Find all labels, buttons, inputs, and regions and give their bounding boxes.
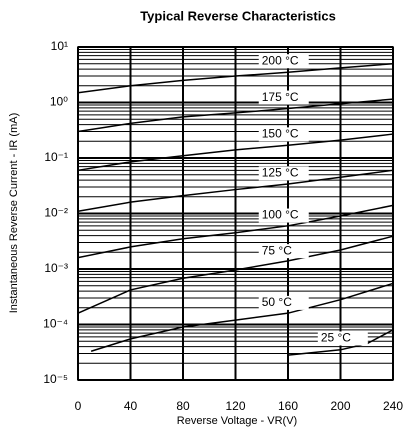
y-tick-label: 10⁻³: [44, 261, 68, 275]
series-line: [90, 282, 394, 352]
series-line: [77, 133, 394, 172]
label-background: [258, 295, 309, 310]
series-line: [77, 169, 394, 212]
series-label: 50 °C: [262, 295, 292, 309]
series-label: 100 °C: [262, 208, 299, 222]
label-background: [258, 90, 309, 105]
x-tick-label: 80: [176, 399, 190, 413]
x-tick-label: 40: [124, 399, 138, 413]
y-axis-label: Instantaneous Reverse Current - IR (mA): [8, 113, 20, 314]
label-background: [317, 331, 368, 346]
x-tick-label: 160: [278, 399, 298, 413]
series-line: [77, 204, 394, 259]
plot-frame: [77, 46, 394, 381]
y-tick-label: 10⁻²: [44, 206, 68, 220]
label-background: [258, 54, 309, 69]
series-label: 125 °C: [262, 166, 299, 180]
label-background: [258, 208, 309, 223]
series-label: 200 °C: [262, 53, 299, 67]
y-tick-label: 10⁰: [50, 95, 68, 109]
y-tick-label: 10¹: [51, 39, 68, 53]
series-line: [77, 235, 394, 314]
x-axis-label: Reverse Voltage - VR(V): [177, 415, 297, 427]
label-background: [258, 127, 309, 142]
series-line: [287, 329, 394, 356]
series-line: [77, 98, 394, 133]
label-background: [258, 166, 309, 181]
x-tick-label: 0: [75, 399, 82, 413]
series-label: 25 °C: [321, 331, 351, 345]
y-tick-label: 10⁻¹: [44, 150, 68, 164]
series-label: 150 °C: [262, 127, 299, 141]
series-line: [77, 62, 394, 94]
y-tick-label: 10⁻⁵: [43, 372, 68, 386]
x-tick-label: 120: [225, 399, 245, 413]
series-label: 75 °C: [262, 243, 292, 257]
x-tick-label: 200: [330, 399, 350, 413]
series-label: 175 °C: [262, 90, 299, 104]
x-tick-label: 240: [383, 399, 403, 413]
label-background: [258, 244, 309, 259]
y-tick-label: 10⁻⁴: [43, 317, 68, 331]
chart-title: Typical Reverse Characteristics: [140, 8, 336, 23]
